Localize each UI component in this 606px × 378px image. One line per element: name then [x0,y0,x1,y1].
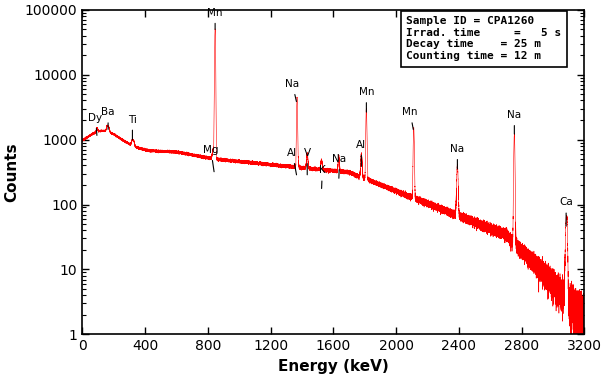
Text: Ti: Ti [128,115,137,140]
Text: Na: Na [450,144,464,169]
X-axis label: Energy (keV): Energy (keV) [278,359,388,374]
Text: Mn: Mn [359,87,374,112]
Text: Mn: Mn [207,8,223,29]
Text: Na: Na [507,110,521,134]
Text: Mg: Mg [203,145,219,172]
Text: Ba: Ba [101,107,115,129]
Text: Al: Al [287,148,298,175]
Text: Mn: Mn [402,107,418,129]
Text: V: V [304,148,311,175]
Text: Dy: Dy [88,113,102,135]
Text: Al: Al [356,139,367,166]
Text: K: K [319,166,325,189]
Text: Ca: Ca [559,197,573,226]
Y-axis label: Counts: Counts [4,142,19,202]
Text: Na: Na [333,154,347,178]
Text: Na: Na [285,79,299,102]
Text: Sample ID = CPA1260
Irrad. time     =   5 s
Decay time    = 25 m
Counting time =: Sample ID = CPA1260 Irrad. time = 5 s De… [406,16,561,61]
